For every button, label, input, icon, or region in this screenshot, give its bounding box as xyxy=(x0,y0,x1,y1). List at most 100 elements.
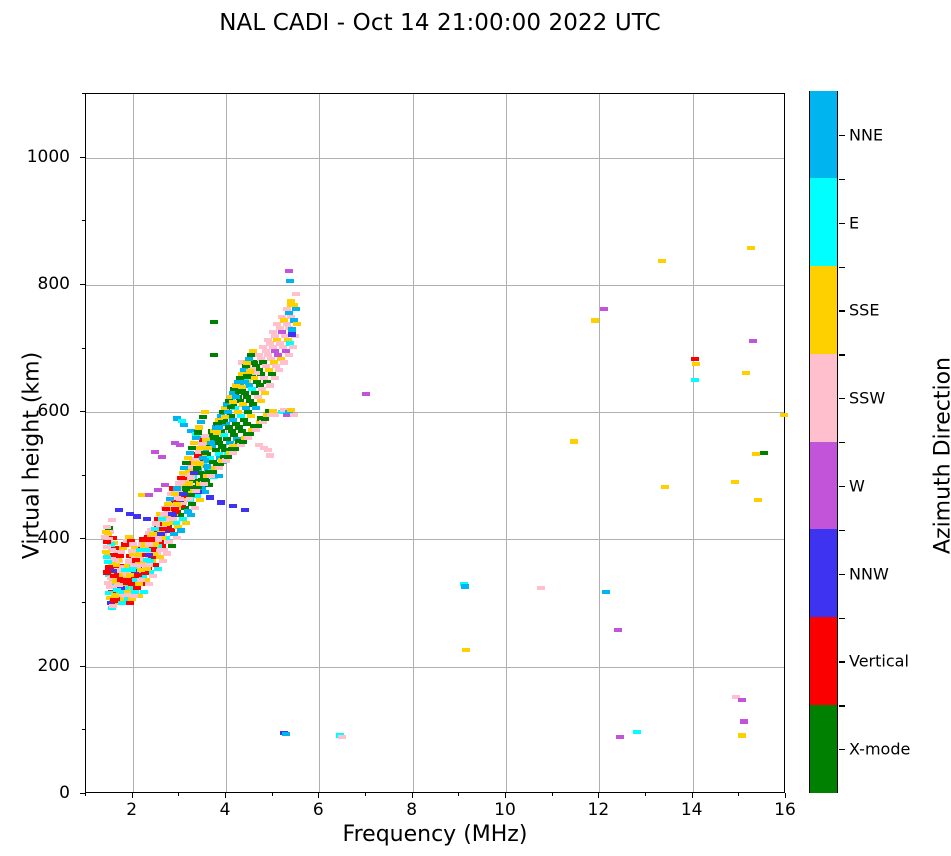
echo-mark xyxy=(110,557,119,562)
colorbar-segment-vertical[interactable] xyxy=(810,617,837,705)
echo-mark xyxy=(161,506,170,511)
echo-mark xyxy=(200,490,209,495)
y-axis-tick-label: 200 xyxy=(37,655,70,676)
colorbar-segment-nne[interactable] xyxy=(810,90,837,179)
echo-mark xyxy=(115,553,124,559)
echo-mark xyxy=(138,492,146,497)
echo-mark xyxy=(250,360,258,365)
echo-mark xyxy=(200,448,209,453)
gridline-vertical xyxy=(692,94,694,792)
echo-mark xyxy=(219,410,228,415)
echo-mark xyxy=(245,383,254,388)
echo-mark xyxy=(110,574,118,579)
echo-mark xyxy=(219,417,228,422)
echo-mark xyxy=(217,500,226,505)
echo-mark xyxy=(151,562,160,567)
echo-mark xyxy=(150,551,159,556)
echo-mark xyxy=(272,364,281,369)
colorbar-boundary-tick xyxy=(839,529,845,532)
echo-mark xyxy=(106,595,115,601)
echo-mark xyxy=(148,555,157,560)
colorbar-segment-w[interactable] xyxy=(810,441,837,530)
echo-mark xyxy=(165,539,174,545)
echo-mark xyxy=(163,501,172,506)
echo-mark xyxy=(264,337,272,342)
echo-mark xyxy=(268,329,277,335)
echo-mark xyxy=(194,485,202,490)
echo-mark xyxy=(196,471,205,476)
echo-mark xyxy=(244,410,253,415)
echo-mark xyxy=(191,505,200,510)
colorbar-segment-e[interactable] xyxy=(810,178,837,267)
echo-mark xyxy=(145,492,153,497)
echo-mark xyxy=(737,697,746,702)
echo-mark xyxy=(280,318,289,323)
colorbar-segment-sse[interactable] xyxy=(810,266,837,354)
echo-mark xyxy=(148,547,157,552)
colorbar-label-ssw: SSW xyxy=(849,388,886,408)
echo-mark xyxy=(600,306,608,312)
echo-mark xyxy=(101,529,110,534)
echo-mark xyxy=(135,593,144,598)
echo-mark xyxy=(199,415,208,420)
echo-mark xyxy=(247,366,256,371)
echo-mark xyxy=(205,482,214,487)
colorbar-segment-x-mode[interactable] xyxy=(810,704,837,793)
colorbar-segment-nnw[interactable] xyxy=(810,529,837,618)
echo-mark xyxy=(117,585,126,590)
echo-mark xyxy=(194,449,203,454)
y-axis-tick xyxy=(80,538,85,540)
echo-mark xyxy=(135,581,144,587)
echo-mark xyxy=(188,501,197,506)
echo-mark xyxy=(121,542,130,547)
echo-mark xyxy=(177,528,186,533)
echo-mark xyxy=(215,473,223,478)
echo-mark xyxy=(158,516,167,522)
echo-mark xyxy=(232,394,241,399)
echo-mark xyxy=(262,364,271,369)
colorbar-segment-ssw[interactable] xyxy=(810,353,837,442)
echo-mark xyxy=(590,318,599,323)
echo-mark xyxy=(126,511,135,517)
echo-mark xyxy=(208,459,217,464)
echo-mark xyxy=(184,481,193,486)
echo-mark xyxy=(195,460,204,466)
echo-mark xyxy=(170,509,179,514)
echo-mark xyxy=(186,464,195,469)
echo-mark xyxy=(163,551,172,556)
echo-mark xyxy=(103,544,112,550)
echo-mark xyxy=(126,572,135,578)
echo-mark xyxy=(249,402,258,407)
echo-mark xyxy=(134,572,143,578)
echo-mark xyxy=(179,483,188,489)
azimuth-colorbar[interactable] xyxy=(809,90,838,793)
echo-mark xyxy=(193,463,202,468)
echo-mark xyxy=(254,368,263,373)
echo-mark xyxy=(222,436,231,441)
echo-mark xyxy=(227,429,236,434)
echo-mark xyxy=(264,352,272,357)
colorbar-title: Azimuth Direction xyxy=(930,356,951,555)
gridline-horizontal xyxy=(86,539,784,541)
x-axis-tick-label: 12 xyxy=(587,800,610,820)
echo-mark xyxy=(117,550,126,555)
echo-mark xyxy=(287,299,296,304)
echo-mark xyxy=(153,537,162,542)
echo-mark xyxy=(224,398,233,403)
echo-mark xyxy=(115,583,124,588)
echo-mark xyxy=(240,508,249,513)
echo-mark xyxy=(176,513,185,518)
colorbar-boundary-tick xyxy=(839,442,845,444)
echo-mark xyxy=(270,412,279,417)
echo-mark xyxy=(103,532,112,537)
echo-mark xyxy=(179,500,188,505)
echo-mark xyxy=(246,398,255,403)
echo-mark xyxy=(226,413,235,419)
echo-mark xyxy=(192,488,201,494)
y-axis-minor-tick xyxy=(82,93,85,94)
echo-mark xyxy=(239,417,248,422)
echo-mark xyxy=(119,565,128,570)
echo-mark xyxy=(109,603,118,608)
echo-mark xyxy=(208,432,216,438)
colorbar-label-nnw: NNW xyxy=(849,564,889,584)
